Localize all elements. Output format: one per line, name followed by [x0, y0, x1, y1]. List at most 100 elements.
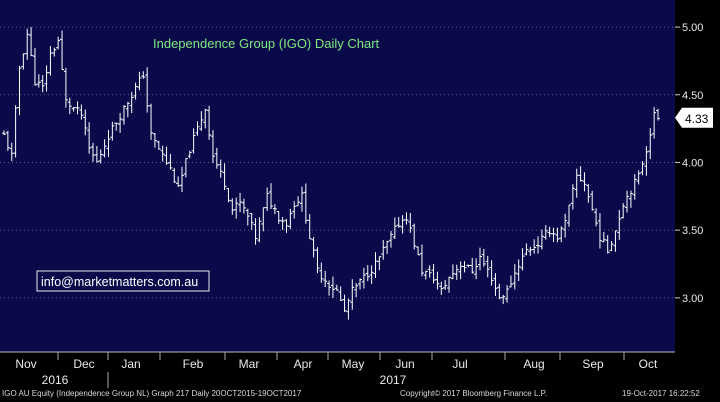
ohlc-bar [191, 128, 196, 154]
x-month-label: Jun [395, 357, 414, 371]
ohlc-bar [180, 166, 185, 193]
ohlc-bar [354, 283, 359, 298]
ohlc-bar [71, 106, 76, 112]
ohlc-bar [315, 247, 320, 274]
ohlc-bar [48, 45, 53, 76]
ohlc-bar [222, 163, 227, 191]
ohlc-bar [388, 231, 393, 248]
ohlc-bar [25, 28, 30, 60]
ohlc-bar [532, 239, 537, 254]
ohlc-bar [404, 212, 409, 225]
ohlc-bar [377, 256, 382, 271]
footer-security-info: IGO AU Equity (Independence Group NL) Gr… [2, 389, 302, 398]
ohlc-bar [427, 265, 432, 278]
ohlc-bar [187, 150, 192, 159]
ohlc-bar [156, 140, 161, 150]
ohlc-bar [350, 279, 355, 310]
price-bars [2, 27, 660, 320]
last-price-flag: 4.33 [675, 107, 713, 128]
ohlc-bar [536, 236, 541, 254]
x-month-label: Nov [15, 357, 36, 371]
ohlc-bar [83, 109, 88, 136]
ohlc-bar [338, 286, 343, 302]
ohlc-bar [419, 244, 424, 277]
ohlc-bar [466, 264, 471, 268]
ohlc-bar [203, 108, 208, 129]
ohlc-bar [586, 184, 591, 203]
ohlc-bar [183, 158, 188, 178]
ohlc-bar [160, 145, 165, 162]
y-tick-label: 3.50 [682, 225, 703, 237]
ohlc-bar [9, 142, 14, 162]
ohlc-bar [408, 213, 413, 233]
ohlc-bar [447, 276, 452, 293]
ohlc-bar [508, 275, 513, 288]
ohlc-bar [280, 216, 285, 230]
chart-footer: IGO AU Equity (Independence Group NL) Gr… [0, 388, 720, 402]
ohlc-bar [528, 246, 533, 256]
ohlc-bar [207, 105, 212, 140]
ohlc-bar [102, 139, 107, 158]
ohlc-bar [249, 213, 254, 230]
ohlc-bar [218, 159, 223, 178]
ohlc-bar [505, 285, 510, 303]
ohlc-bar [361, 267, 366, 289]
ohlc-bar [566, 204, 571, 227]
ohlc-bar [342, 294, 347, 312]
ohlc-bar [346, 298, 351, 320]
ohlc-bar [307, 214, 312, 240]
x-month-label: Oct [639, 357, 658, 371]
watermark-text: info@marketmatters.com.au [41, 275, 198, 289]
ohlc-bar [241, 198, 246, 214]
chart-title: Independence Group (IGO) Daily Chart [153, 36, 380, 51]
ohlc-bar [458, 261, 463, 280]
ohlc-bar [497, 283, 502, 300]
ohlc-bar [454, 264, 459, 280]
ohlc-bar [551, 227, 556, 242]
ohlc-bar [597, 213, 602, 249]
ohlc-bar [52, 47, 57, 57]
watermark-box [36, 270, 210, 292]
last-price-label: 4.33 [685, 112, 709, 126]
ohlc-bar [288, 208, 293, 230]
ohlc-bar [292, 201, 297, 219]
price-chart: 3.00 3.50 4.00 4.50 5.00 Independence Group (… [0, 0, 713, 388]
ohlc-bar [594, 208, 599, 227]
ohlc-bar [632, 174, 637, 200]
ohlc-bar [91, 142, 96, 162]
watermark: info@marketmatters.com.au [36, 270, 210, 292]
ohlc-bar [2, 130, 6, 136]
ohlc-bar [176, 176, 181, 187]
ohlc-bar [269, 183, 274, 210]
ohlc-bar [385, 240, 390, 254]
ohlc-bar [412, 223, 417, 250]
ohlc-bar [369, 265, 374, 284]
ohlc-bar [462, 261, 467, 273]
ohlc-bar [327, 280, 332, 296]
ohlc-bar [5, 130, 10, 151]
ohlc-bar [265, 187, 270, 211]
ohlc-bar [40, 75, 45, 93]
ohlc-bar [578, 166, 583, 182]
ohlc-bar [628, 190, 633, 208]
ohlc-bar [431, 264, 436, 284]
ohlc-bar [423, 270, 428, 280]
ohlc-bar [87, 122, 92, 154]
ohlc-bar [609, 241, 614, 252]
plot-area [0, 0, 675, 352]
ohlc-bar [106, 129, 111, 157]
ohlc-bar [118, 113, 123, 133]
ohlc-bar [543, 225, 548, 240]
ohlc-bar [199, 111, 204, 132]
ohlc-bar [613, 230, 618, 252]
ohlc-bar [450, 264, 455, 280]
ohlc-bar [516, 259, 521, 281]
ohlc-bar [234, 197, 239, 219]
x-month-label: Jan [121, 357, 140, 371]
ohlc-bar [435, 271, 440, 290]
ohlc-bar [121, 105, 126, 125]
ohlc-bar [439, 281, 444, 295]
y-tick-label: 3.00 [682, 293, 703, 305]
ohlc-bar [261, 207, 266, 232]
y-tick-label: 5.00 [682, 22, 703, 34]
